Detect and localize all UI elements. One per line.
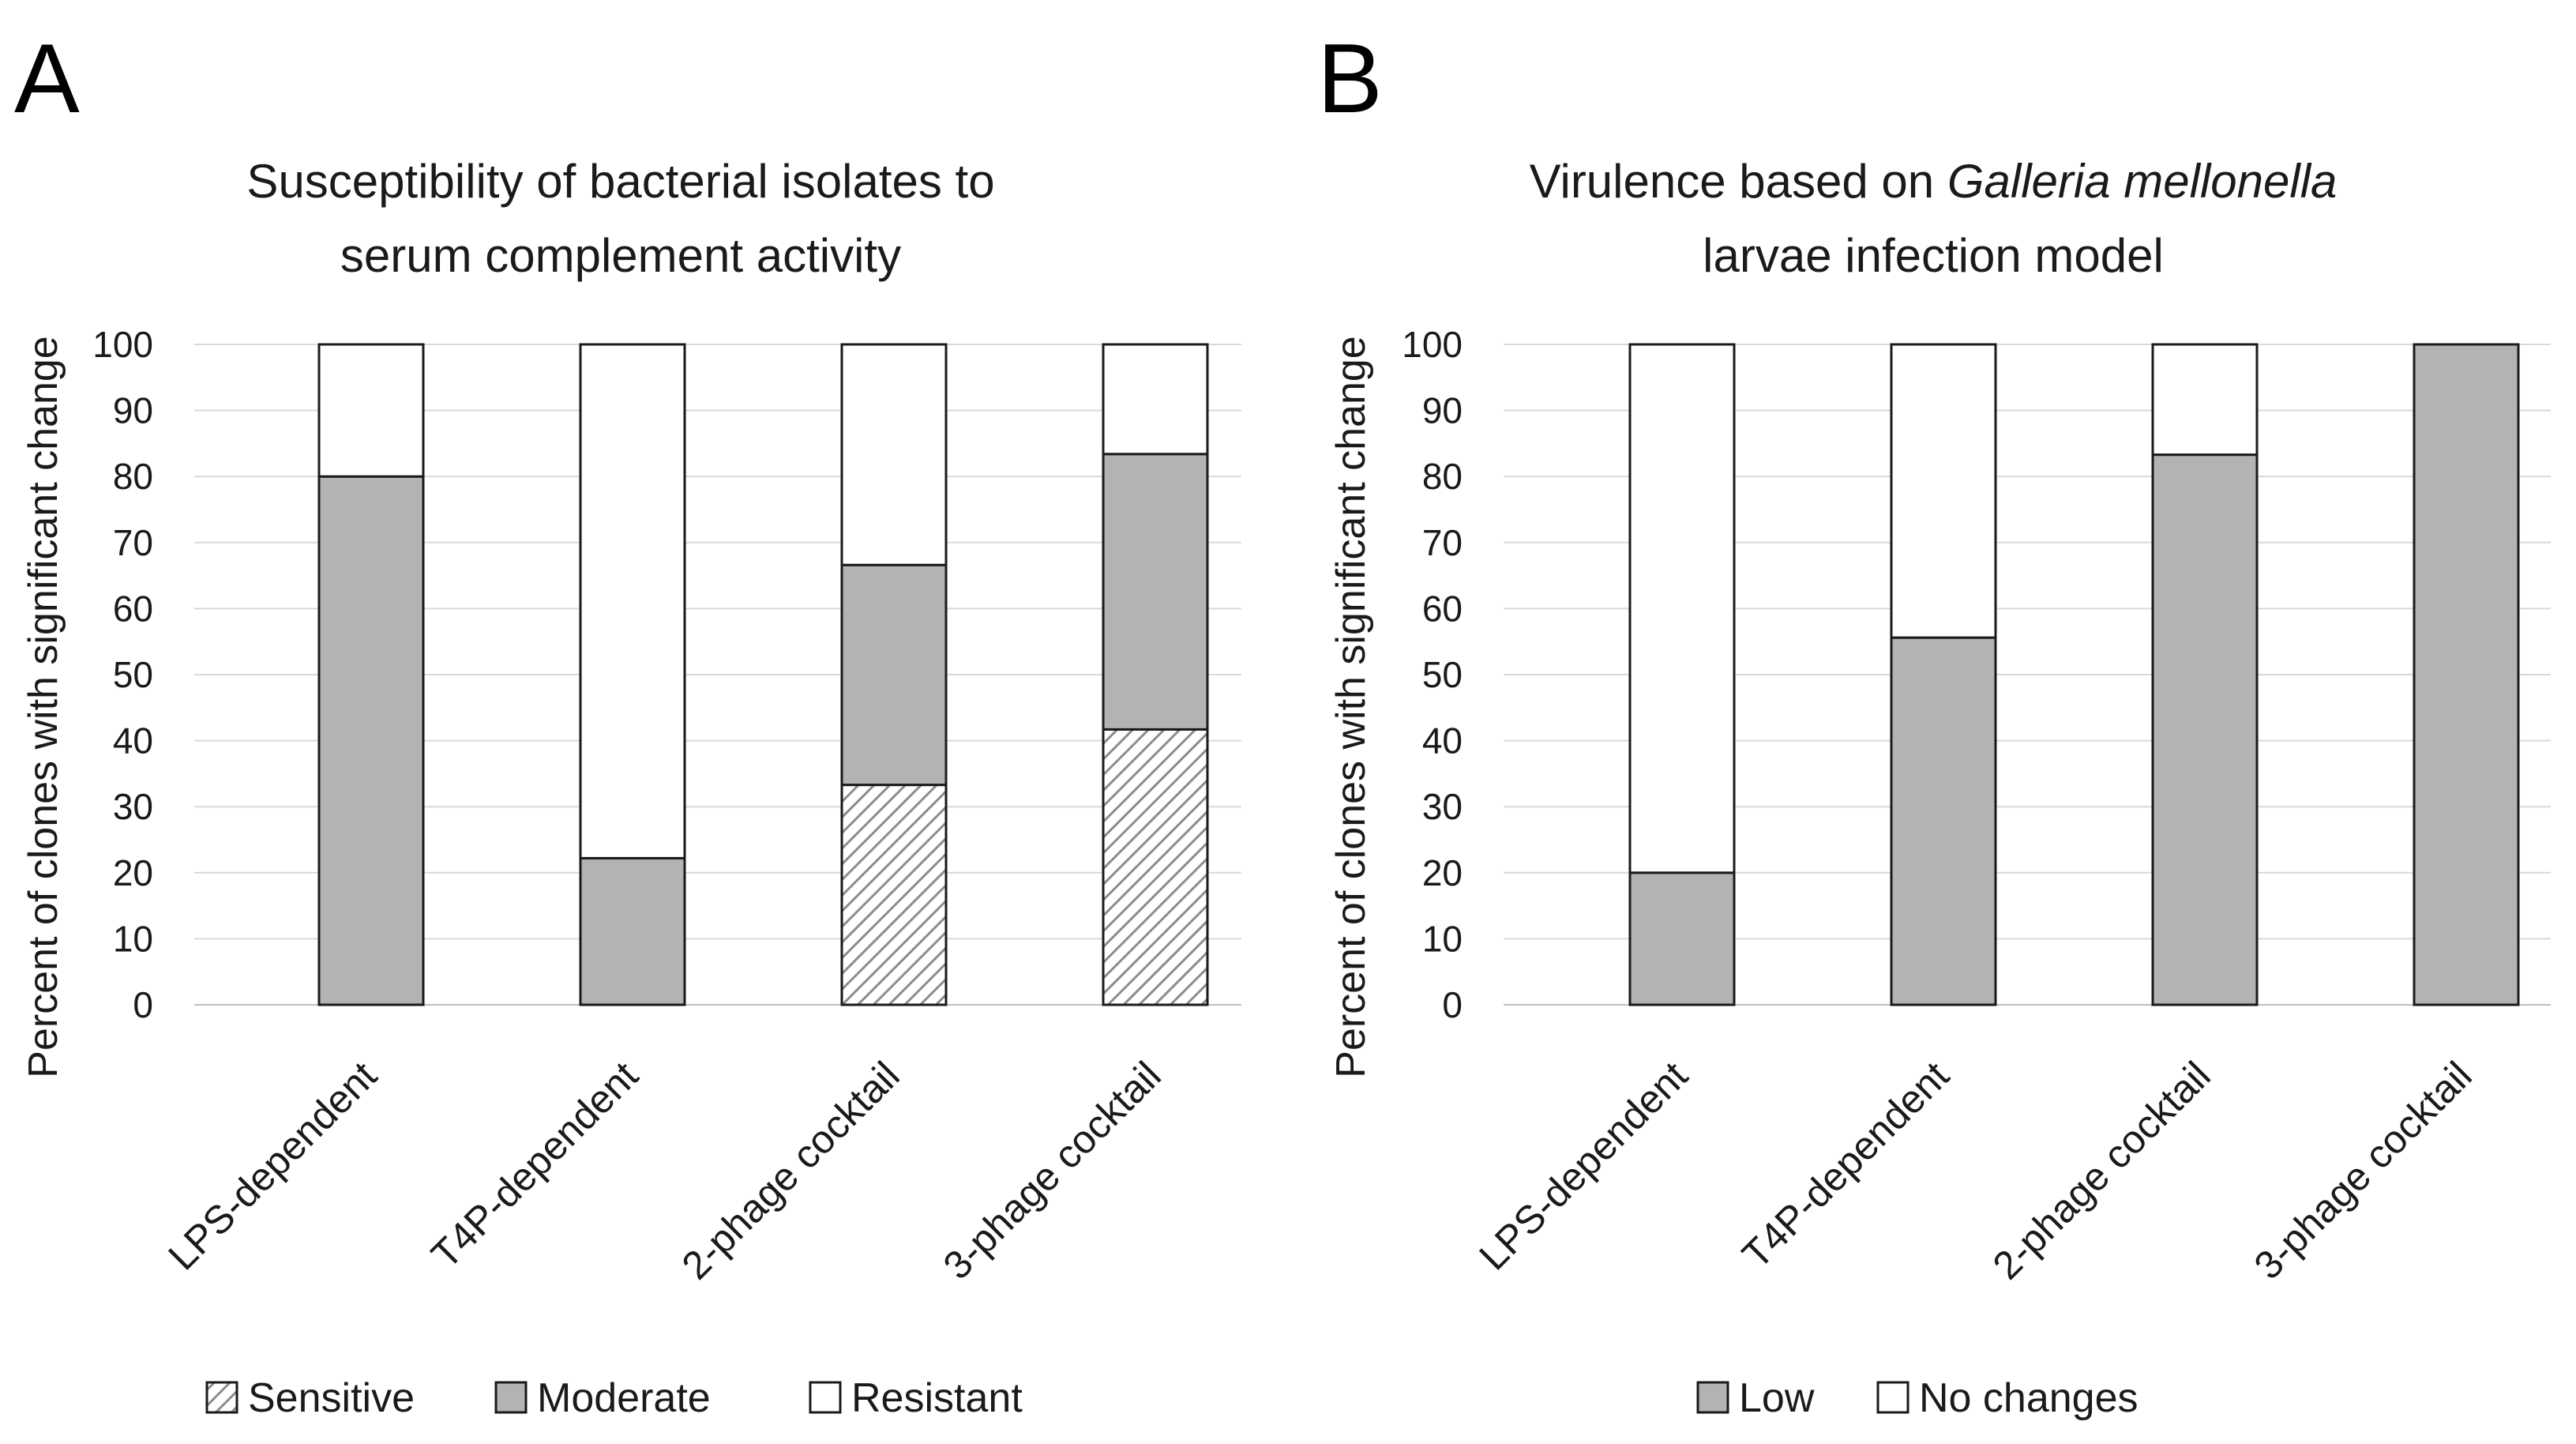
legend-label-no-changes: No changes bbox=[1919, 1375, 2139, 1421]
bars bbox=[1628, 343, 2520, 1006]
category-label: LPS-dependent bbox=[1470, 1053, 1695, 1278]
category-label: 2-phage cocktail bbox=[674, 1053, 908, 1288]
bar-no-changes-lps-dependent bbox=[1628, 343, 1736, 874]
legend-label-sensitive: Sensitive bbox=[248, 1375, 415, 1421]
y-tick-label: 40 bbox=[1422, 720, 1463, 761]
chart-title-italic-part: Galleria mellonella bbox=[1947, 155, 2338, 208]
y-tick-label: 80 bbox=[113, 456, 153, 497]
bar-low-t4p-dependent bbox=[1890, 636, 1997, 1006]
bars bbox=[317, 343, 1209, 1006]
legend-swatch-sensitive bbox=[205, 1381, 238, 1414]
panel-letter-a: A bbox=[14, 24, 80, 133]
category-labels: LPS-dependent T4P-dependent 2-phage cockta… bbox=[1470, 1053, 2480, 1288]
chart-title-line-1: Virulence based on Galleria mellonella bbox=[1530, 155, 2338, 208]
y-tick-labels: 0 10 20 30 40 50 60 70 80 90 100 bbox=[1402, 324, 1463, 1025]
bar-moderate-3-phage-cocktail bbox=[1102, 453, 1209, 731]
legend-swatch-moderate bbox=[494, 1381, 528, 1414]
bar-resistant-2-phage-cocktail bbox=[840, 343, 948, 566]
category-labels: LPS-dependent T4P-dependent 2-phage cockta… bbox=[160, 1053, 1169, 1288]
legend-label-resistant: Resistant bbox=[851, 1375, 1023, 1421]
y-tick-label: 30 bbox=[113, 786, 153, 827]
y-tick-label: 0 bbox=[1442, 984, 1463, 1025]
category-label: 3-phage cocktail bbox=[935, 1053, 1170, 1288]
bar-moderate-2-phage-cocktail bbox=[840, 563, 948, 787]
bar-moderate-t4p-dependent bbox=[579, 856, 686, 1006]
legend-swatch-resistant bbox=[809, 1381, 842, 1414]
y-tick-label: 50 bbox=[113, 654, 153, 695]
panel-a: A Susceptibility of bacterial isolates t… bbox=[14, 24, 1241, 1421]
panel-letter-b: B bbox=[1317, 24, 1383, 133]
y-tick-label: 20 bbox=[113, 852, 153, 893]
bar-moderate-lps-dependent bbox=[317, 475, 425, 1006]
category-label: T4P-dependent bbox=[1733, 1053, 1957, 1277]
y-tick-label: 50 bbox=[1422, 654, 1463, 695]
category-label: LPS-dependent bbox=[160, 1053, 385, 1278]
y-tick-label: 60 bbox=[1422, 588, 1463, 629]
bar-low-3-phage-cocktail bbox=[2413, 343, 2520, 1006]
y-tick-label: 70 bbox=[1422, 522, 1463, 563]
bar-sensitive-2-phage-cocktail bbox=[840, 784, 948, 1006]
y-tick-label: 90 bbox=[1422, 390, 1463, 431]
chart-title-line-2: larvae infection model bbox=[1703, 229, 2164, 282]
legend-swatch-low bbox=[1696, 1381, 1729, 1414]
y-tick-labels: 0 10 20 30 40 50 60 70 80 90 100 bbox=[92, 324, 153, 1025]
y-tick-label: 20 bbox=[1422, 852, 1463, 893]
legend-label-moderate: Moderate bbox=[537, 1375, 711, 1421]
bar-resistant-3-phage-cocktail bbox=[1102, 343, 1209, 456]
bar-resistant-t4p-dependent bbox=[579, 343, 686, 859]
category-label: T4P-dependent bbox=[422, 1053, 646, 1277]
y-tick-label: 100 bbox=[92, 324, 153, 365]
panel-b: B Virulence based on Galleria mellonella… bbox=[1317, 24, 2551, 1421]
bar-no-changes-2-phage-cocktail bbox=[2151, 343, 2259, 457]
y-tick-label: 100 bbox=[1402, 324, 1463, 365]
bar-low-lps-dependent bbox=[1628, 871, 1736, 1006]
legend: Sensitive Moderate Resistant bbox=[205, 1375, 1023, 1421]
y-axis-label: Percent of clones with significant chang… bbox=[21, 336, 66, 1077]
y-tick-label: 30 bbox=[1422, 786, 1463, 827]
legend: Low No changes bbox=[1696, 1375, 2139, 1421]
bar-resistant-lps-dependent bbox=[317, 343, 425, 478]
category-label: 3-phage cocktail bbox=[2246, 1053, 2480, 1288]
y-axis-label: Percent of clones with significant chang… bbox=[1328, 336, 1374, 1077]
y-tick-label: 0 bbox=[133, 984, 153, 1025]
chart-title-line-1: Susceptibility of bacterial isolates to bbox=[246, 155, 994, 208]
chart-title-part-1: Virulence based on bbox=[1530, 155, 1947, 208]
y-tick-label: 60 bbox=[113, 588, 153, 629]
y-tick-label: 10 bbox=[1422, 918, 1463, 959]
bar-no-changes-t4p-dependent bbox=[1890, 343, 1997, 639]
legend-swatch-no-changes bbox=[1876, 1381, 1909, 1414]
y-tick-label: 70 bbox=[113, 522, 153, 563]
y-tick-label: 80 bbox=[1422, 456, 1463, 497]
bar-low-2-phage-cocktail bbox=[2151, 453, 2259, 1006]
bar-sensitive-3-phage-cocktail bbox=[1102, 728, 1209, 1006]
legend-label-low: Low bbox=[1739, 1375, 1815, 1421]
chart-title-line-2: serum complement activity bbox=[340, 229, 901, 282]
y-tick-label: 90 bbox=[113, 390, 153, 431]
y-tick-label: 40 bbox=[113, 720, 153, 761]
y-tick-label: 10 bbox=[113, 918, 153, 959]
category-label: 2-phage cocktail bbox=[1985, 1053, 2219, 1288]
